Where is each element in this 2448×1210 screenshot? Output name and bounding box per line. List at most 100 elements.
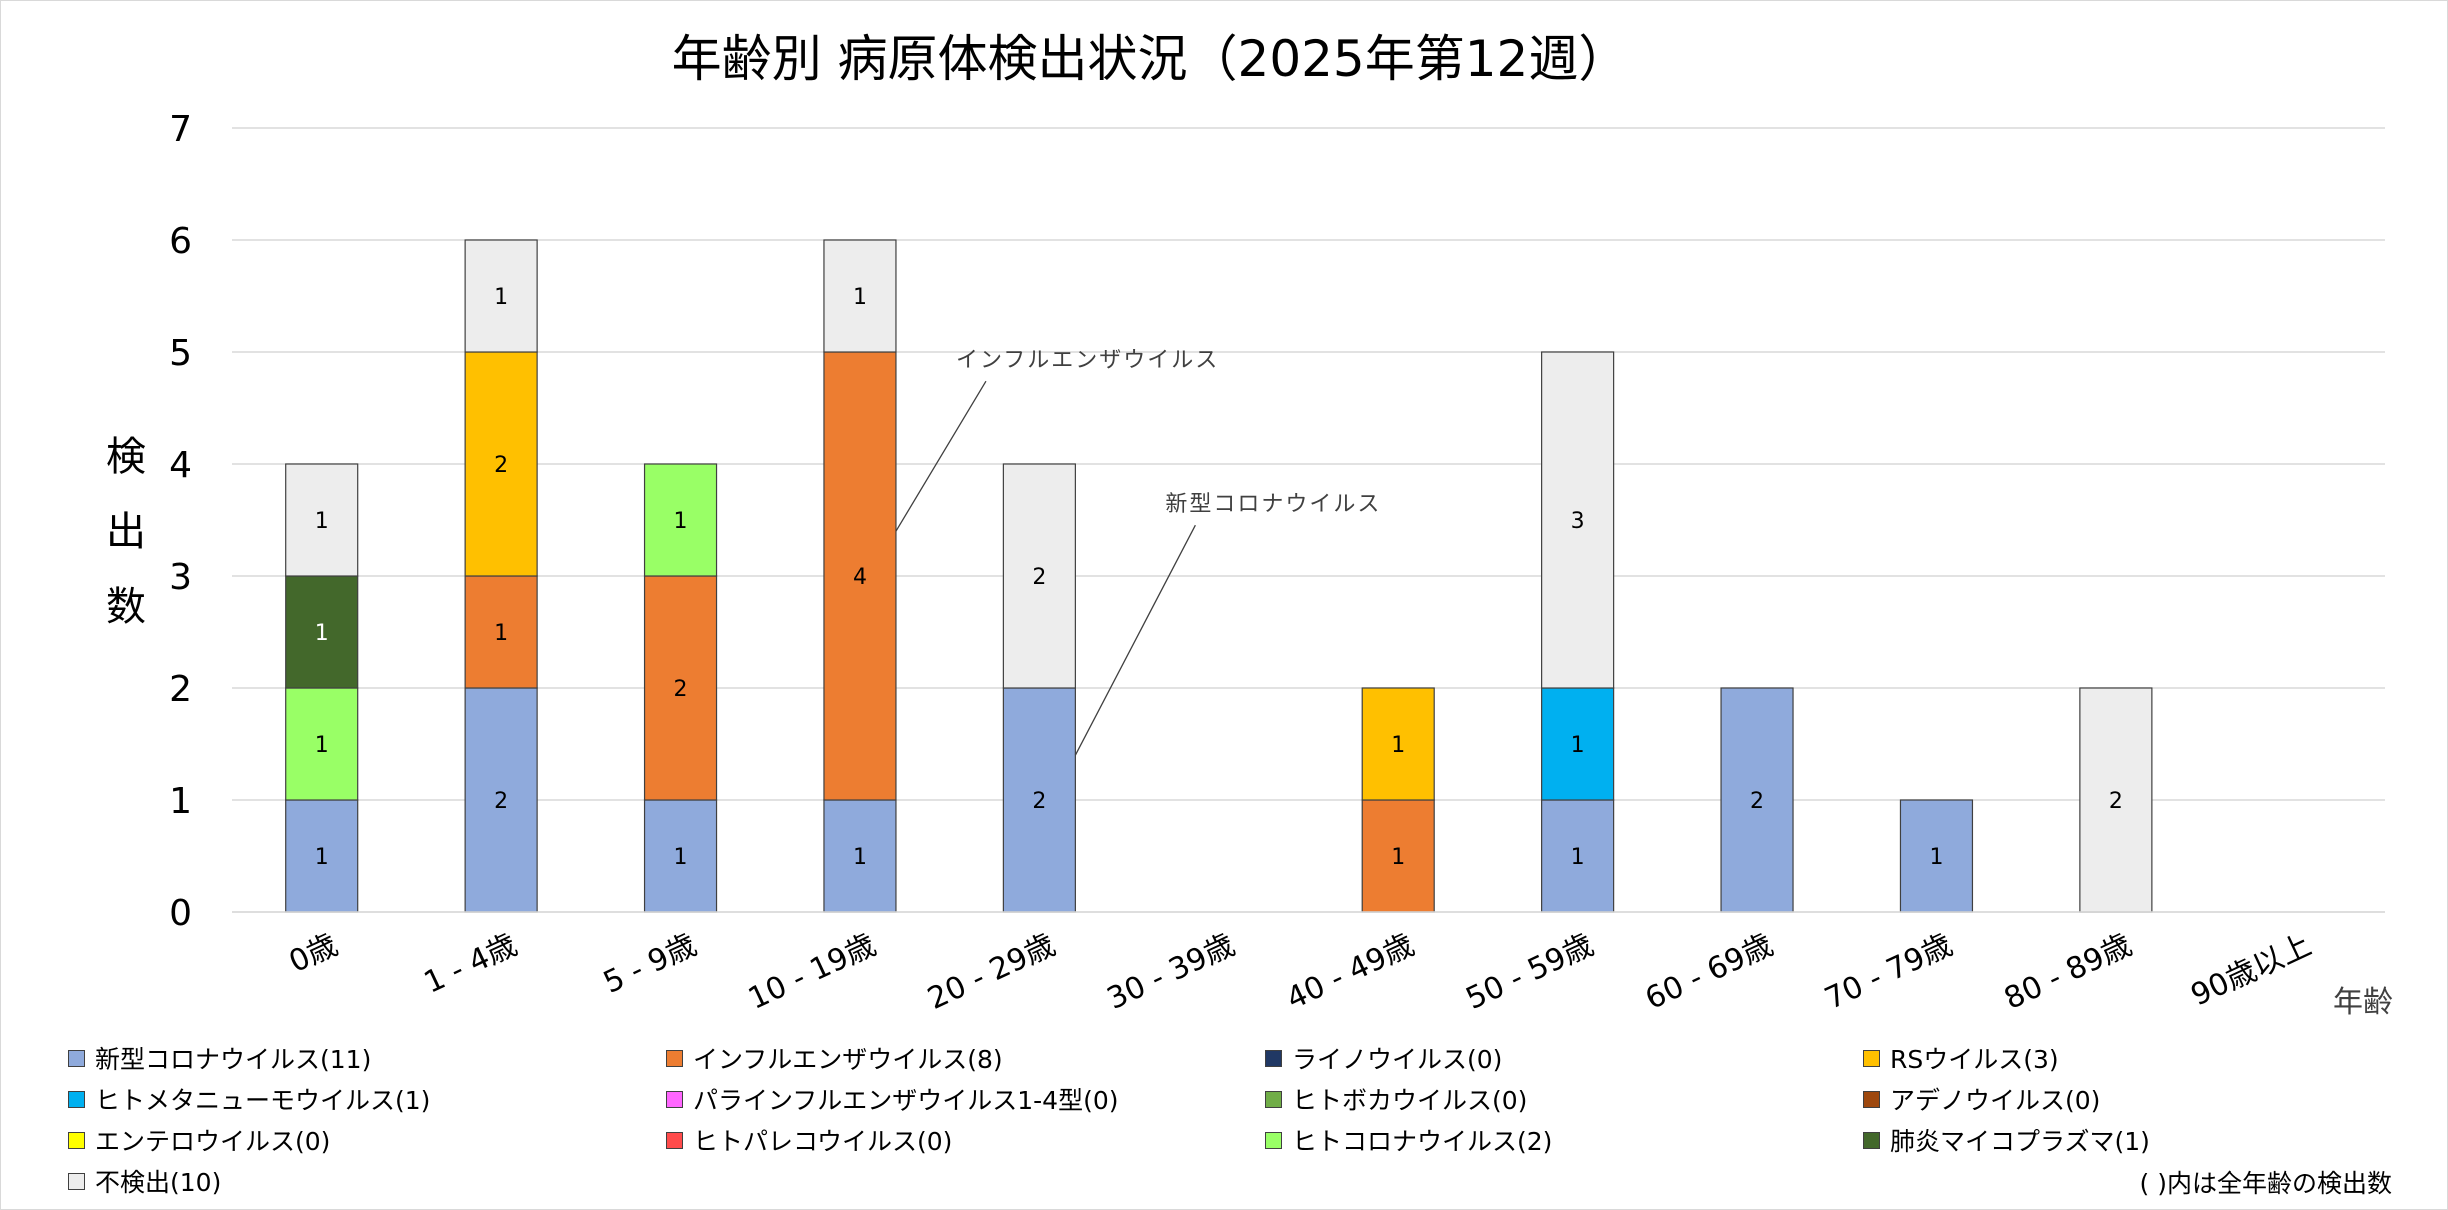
legend-swatch xyxy=(1863,1090,1880,1108)
data-label: 2 xyxy=(1750,789,1764,814)
data-label: 1 xyxy=(315,621,329,646)
bar-segment xyxy=(823,351,897,801)
data-label: 1 xyxy=(853,285,867,310)
annotation-label: 新型コロナウイルス xyxy=(1165,492,1381,517)
legend: 新型コロナウイルス(11) インフルエンザウイルス(8) ライノウイルス(0) RSウ… xyxy=(68,1040,2428,1210)
bar-segment xyxy=(464,239,538,353)
y-tick-label: 7 xyxy=(169,109,192,150)
bar-segment xyxy=(1361,687,1435,801)
y-axis: 0 1 2 3 4 5 6 7 xyxy=(169,109,192,934)
y-tick-label: 4 xyxy=(169,445,192,486)
legend-label: ライノウイルス(0) xyxy=(1292,1045,1503,1074)
bar-segment xyxy=(823,799,897,913)
x-tick-label: 40 - 49歳 xyxy=(1281,928,1419,1017)
data-label: 1 xyxy=(315,509,329,534)
chart-title: 年齢別 病原体検出状況（2025年第12週） xyxy=(672,30,1629,88)
legend-swatch xyxy=(1863,1131,1880,1149)
legend-swatch xyxy=(68,1090,85,1108)
y-tick-label: 1 xyxy=(169,781,192,822)
annotation-leader xyxy=(1074,524,1196,756)
bar-segment xyxy=(643,575,718,801)
data-label: 2 xyxy=(674,677,688,702)
data-label: 1 xyxy=(494,285,508,310)
legend-label: ヒトパレコウイルス(0) xyxy=(693,1127,953,1156)
y-tick-label: 5 xyxy=(169,333,192,374)
legend-label: 不検出(10) xyxy=(95,1168,222,1197)
gridlines xyxy=(232,127,2385,913)
x-tick-label: 50 - 59歳 xyxy=(1461,928,1599,1017)
data-label: 1 xyxy=(315,733,329,758)
bar-segment xyxy=(643,799,718,913)
legend-item: ヒトパレコウイルス(0) xyxy=(666,1122,952,1158)
legend-note: ( )内は全年齢の検出数 xyxy=(2139,1169,2392,1198)
annotation-label: インフルエンザウイルス xyxy=(956,348,1219,373)
legend-label: ヒトコロナウイルス(2) xyxy=(1292,1127,1553,1156)
bar-segment xyxy=(285,687,359,801)
legend-swatch xyxy=(68,1172,85,1190)
x-tick-label: 30 - 39歳 xyxy=(1102,928,1240,1017)
legend-item: ライノウイルス(0) xyxy=(1265,1040,1502,1076)
y-axis-title-char: 検 xyxy=(106,434,146,480)
x-tick-label: 60 - 69歳 xyxy=(1640,928,1778,1017)
legend-item: 新型コロナウイルス(11) xyxy=(68,1040,371,1076)
x-tick-label: 10 - 19歳 xyxy=(743,928,881,1017)
bar-segment xyxy=(1541,799,1615,913)
legend-swatch xyxy=(666,1131,683,1149)
x-tick-label: 20 - 29歳 xyxy=(922,928,1060,1017)
data-label: 1 xyxy=(853,845,867,870)
bar-segment xyxy=(1541,687,1615,801)
data-label: 2 xyxy=(494,789,508,814)
legend-item: RSウイルス(3) xyxy=(1863,1040,2059,1076)
data-label: 4 xyxy=(853,565,867,590)
x-axis: 0歳 1 - 4歳 5 - 9歳 10 - 19歳 20 - 29歳 30 - 39歳 40… xyxy=(232,911,2385,1017)
legend-label: RSウイルス(3) xyxy=(1890,1045,2059,1074)
bar-segment xyxy=(464,687,538,913)
annotation-leader xyxy=(895,380,987,532)
data-label: 1 xyxy=(674,845,688,870)
legend-swatch xyxy=(1265,1131,1282,1149)
legend-label: パラインフルエンザウイルス1-4型(0) xyxy=(693,1086,1119,1115)
x-tick-label: 0歳 xyxy=(284,928,343,980)
x-tick-label: 1 - 4歳 xyxy=(419,928,523,1001)
bar-segment xyxy=(285,463,359,577)
bar-segment xyxy=(1899,799,1974,913)
y-tick-label: 2 xyxy=(169,669,192,710)
legend-item: ヒトボカウイルス(0) xyxy=(1265,1081,1527,1117)
legend-swatch xyxy=(666,1090,683,1108)
legend-label: アデノウイルス(0) xyxy=(1890,1086,2101,1115)
legend-swatch xyxy=(666,1049,683,1067)
y-axis-title-char: 出 xyxy=(106,509,146,555)
bars: 1 1 1 1 2 1 2 1 1 2 1 1 4 1 2 2 1 1 1 1 3 2 1 2 xyxy=(285,239,2153,913)
data-label: 1 xyxy=(674,509,688,534)
legend-item: エンテロウイルス(0) xyxy=(68,1122,330,1158)
data-label: 1 xyxy=(315,845,329,870)
legend-item: 不検出(10) xyxy=(68,1163,221,1199)
y-tick-label: 3 xyxy=(169,557,192,598)
bar-segment xyxy=(464,575,538,689)
data-label: 1 xyxy=(1929,845,1943,870)
data-label: 1 xyxy=(1571,733,1585,758)
bar-segment xyxy=(643,463,718,577)
x-tick-label: 5 - 9歳 xyxy=(598,928,702,1001)
data-label: 1 xyxy=(1391,733,1405,758)
data-label: 2 xyxy=(1032,789,1046,814)
data-label: 2 xyxy=(494,453,508,478)
bar-segment xyxy=(1002,463,1076,689)
legend-item: パラインフルエンザウイルス1-4型(0) xyxy=(666,1081,1119,1117)
y-tick-label: 0 xyxy=(169,893,192,934)
legend-item: インフルエンザウイルス(8) xyxy=(666,1040,1003,1076)
legend-swatch xyxy=(68,1049,85,1067)
legend-label: 肺炎マイコプラズマ(1) xyxy=(1890,1127,2150,1156)
legend-label: エンテロウイルス(0) xyxy=(95,1127,331,1156)
bar-segment xyxy=(285,575,359,689)
data-label: 2 xyxy=(1032,565,1046,590)
data-label: 1 xyxy=(1391,845,1405,870)
x-axis-title: 年齢 xyxy=(2333,985,2393,1020)
legend-swatch xyxy=(1265,1049,1282,1067)
legend-item: 肺炎マイコプラズマ(1) xyxy=(1863,1122,2150,1158)
legend-swatch xyxy=(68,1131,85,1149)
bar-segment xyxy=(2079,687,2153,913)
legend-label: インフルエンザウイルス(8) xyxy=(693,1045,1003,1074)
x-tick-label: 80 - 89歳 xyxy=(1999,928,2137,1017)
